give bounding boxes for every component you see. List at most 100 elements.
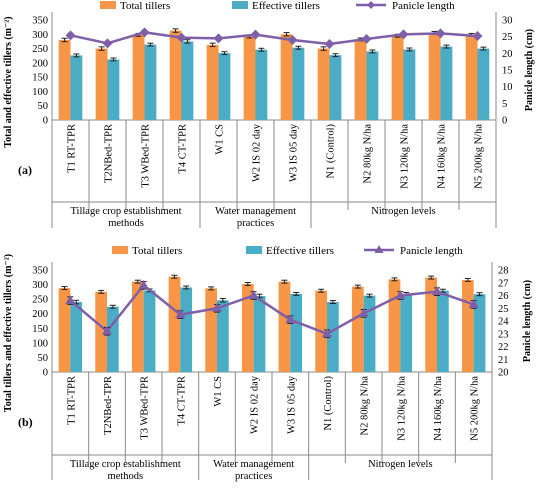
- y2-tick-label: 22: [498, 342, 509, 353]
- point-panicle-length: [358, 307, 369, 317]
- bar-total-tillers: [465, 34, 478, 120]
- legend-label: Panicle length: [392, 0, 455, 12]
- y2-tick-label: 23: [498, 329, 509, 340]
- bar-total-tillers: [391, 35, 404, 120]
- bar-effective-tillers: [181, 41, 194, 120]
- point-panicle-length: [361, 34, 372, 44]
- bar-effective-tillers: [107, 59, 120, 120]
- point-panicle-length: [213, 33, 224, 44]
- point-panicle-length: [432, 286, 442, 296]
- line-panicle-length: [69, 283, 475, 336]
- chart-panel-a: Total tillers Effective tillers Panicle le…: [3, 0, 535, 229]
- bar-total-tillers: [131, 281, 144, 372]
- group-label-line: Nitrogen levels: [371, 206, 435, 217]
- y2-tick-label: 30: [502, 16, 513, 27]
- y-tick-label: 0: [43, 368, 48, 379]
- bar-effective-tillers: [255, 49, 268, 120]
- bar-effective-tillers: [363, 295, 376, 372]
- bar-effective-tillers: [400, 293, 413, 372]
- x-category-label: N2 80kg N/ha: [363, 124, 374, 184]
- y-tick-label: 350: [32, 16, 48, 27]
- y2-tick-label: 20: [502, 49, 513, 60]
- group-label-line: methods: [108, 218, 144, 229]
- y-tick-label: 200: [32, 309, 48, 320]
- group-label-line: Water management: [213, 459, 294, 470]
- point-panicle-length: [322, 328, 332, 338]
- y-tick-label: 50: [38, 101, 49, 112]
- legend-label: Effective tillers: [252, 0, 320, 12]
- group-label-line: Nitrogen levels: [368, 459, 432, 470]
- y2-tick-label: 10: [502, 82, 513, 93]
- y2-tick-label: 27: [498, 278, 509, 289]
- point-panicle-length: [324, 39, 335, 49]
- point-panicle-length: [248, 290, 259, 299]
- bar-total-tillers: [95, 48, 108, 121]
- y-tick-label: 150: [32, 73, 48, 84]
- group-label: Water management practices: [213, 459, 294, 482]
- x-category-label: T4 CT-TPR: [176, 376, 187, 426]
- x-category-label: N3 120kg N/ha: [396, 376, 407, 441]
- y-tick-label: 300: [32, 280, 48, 291]
- bar-total-tillers: [351, 286, 364, 372]
- bar-total-tillers: [95, 291, 107, 372]
- bar-total-tillers: [169, 30, 182, 121]
- point-panicle-length: [65, 30, 76, 41]
- point-panicle-length: [285, 314, 296, 324]
- y-tick-label: 0: [43, 116, 48, 127]
- point-panicle-length: [65, 295, 76, 305]
- legend-swatch-total-tillers: [112, 246, 128, 254]
- legend-label: Total tillers: [132, 245, 182, 257]
- point-panicle-length: [176, 32, 187, 43]
- bar-effective-tillers: [290, 293, 303, 372]
- bar-total-tillers: [243, 36, 256, 121]
- bar-total-tillers: [280, 34, 293, 120]
- y-tick-label: 150: [32, 324, 48, 335]
- x-category-label: W1 CS: [213, 376, 224, 407]
- group-label-line: Tillage crop establishment: [70, 206, 181, 217]
- bar-total-tillers: [388, 279, 401, 372]
- bar-total-tillers: [168, 276, 181, 372]
- point-panicle-length: [435, 28, 446, 39]
- point-panicle-length: [395, 290, 406, 299]
- bar-total-tillers: [461, 279, 474, 372]
- point-panicle-length: [175, 309, 186, 319]
- x-category-label: T1 RT-TPR: [67, 124, 78, 173]
- bar-total-tillers: [58, 288, 71, 372]
- y2-tick-label: 21: [498, 355, 509, 366]
- point-panicle-length: [102, 38, 113, 49]
- x-category-label: N1 (Control): [323, 376, 334, 431]
- y-tick-label: 50: [38, 353, 49, 364]
- x-category-label: T3 WBed-TPR: [141, 124, 152, 188]
- bar-effective-tillers: [217, 300, 229, 372]
- bar-effective-tillers: [327, 302, 339, 372]
- y2-tick-label: 24: [498, 317, 509, 328]
- bar-total-tillers: [317, 48, 330, 121]
- x-category-label: T4 CT-TPR: [178, 124, 189, 174]
- group-label: Tillage crop establishment methods: [70, 206, 181, 229]
- group-label-line: practices: [235, 471, 272, 482]
- point-panicle-length: [250, 29, 261, 40]
- legend-label: Effective tillers: [266, 245, 334, 257]
- bar-total-tillers: [278, 281, 291, 372]
- group-label-line: Water management: [215, 206, 296, 217]
- point-panicle-length: [212, 302, 222, 312]
- y2-tick-label: 15: [502, 66, 513, 77]
- x-category-label: N4 160kg N/ha: [437, 124, 448, 189]
- x-category-label: W3 IS 05 day: [289, 123, 300, 182]
- bar-effective-tillers: [440, 46, 453, 121]
- y2-axis-title: Panicle length (cm): [524, 29, 535, 111]
- bar-effective-tillers: [107, 306, 119, 372]
- bar-effective-tillers: [292, 47, 305, 120]
- y2-tick-label: 0: [502, 116, 507, 127]
- y-tick-label: 350: [32, 266, 48, 277]
- point-panicle-length: [398, 29, 409, 40]
- bar-effective-tillers: [143, 290, 156, 372]
- panel-label: (a): [18, 163, 32, 177]
- bar-effective-tillers: [329, 55, 342, 121]
- chart-panel-b: Total tillers Effective tillers Panicle le…: [3, 245, 533, 482]
- y-axis-title: Total tillers and effective tillers (m⁻²…: [3, 254, 14, 412]
- bar-total-tillers: [58, 40, 71, 120]
- group-label-line: methods: [108, 471, 144, 482]
- x-category-label: N2 80kg N/ha: [360, 376, 371, 436]
